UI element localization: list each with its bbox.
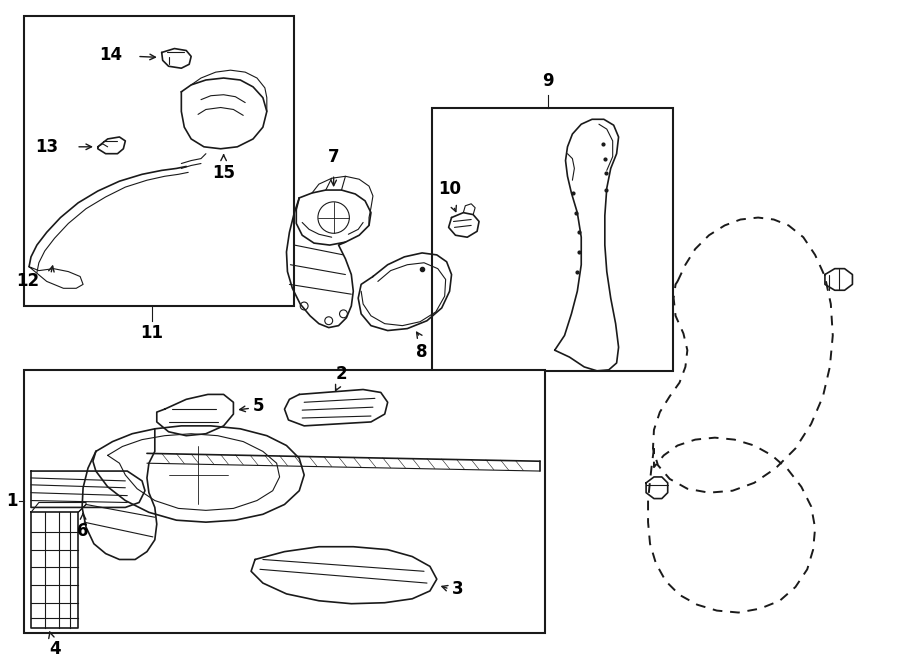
Text: 1: 1 bbox=[5, 492, 17, 510]
Text: 6: 6 bbox=[77, 522, 89, 540]
Text: 5: 5 bbox=[253, 397, 265, 415]
Text: 13: 13 bbox=[35, 138, 58, 156]
Text: 4: 4 bbox=[49, 640, 60, 658]
Text: 11: 11 bbox=[140, 324, 164, 342]
Text: 3: 3 bbox=[452, 580, 464, 598]
Text: 8: 8 bbox=[417, 344, 428, 361]
Bar bbox=[24, 370, 544, 633]
Text: 14: 14 bbox=[99, 46, 122, 64]
Text: 12: 12 bbox=[15, 273, 39, 291]
Text: 15: 15 bbox=[212, 164, 235, 181]
Bar bbox=[24, 16, 294, 306]
Text: 9: 9 bbox=[542, 71, 554, 90]
Text: 2: 2 bbox=[336, 365, 347, 383]
Bar bbox=[432, 107, 672, 371]
Text: 7: 7 bbox=[328, 148, 339, 166]
Text: 10: 10 bbox=[438, 180, 461, 198]
